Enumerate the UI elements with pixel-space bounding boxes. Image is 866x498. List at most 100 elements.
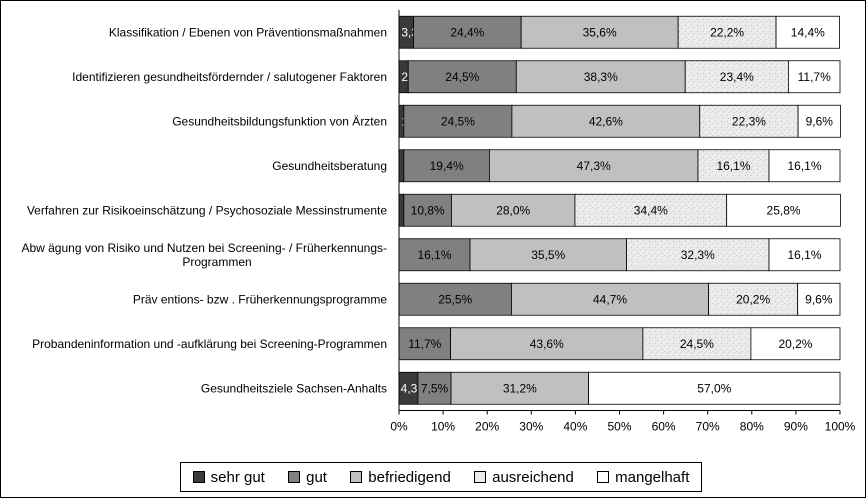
bar-segment-gut xyxy=(403,193,452,227)
data-label-gut: 11,7% xyxy=(408,337,441,351)
data-label-ausreichend: 34,4% xyxy=(634,203,668,217)
legend-label: mangelhaft xyxy=(615,468,690,486)
data-label-mangelhaft: 11,7% xyxy=(798,70,831,84)
category-label: Identifizieren gesundheitsfördernder / s… xyxy=(72,70,387,84)
legend-item-sehr-gut: sehr gut xyxy=(192,468,265,486)
data-label-ausreichend: 23,4% xyxy=(720,70,754,84)
bar-segment-gut xyxy=(398,238,471,272)
data-label-befriedigend: 47,3% xyxy=(577,159,611,173)
data-label-befriedigend: 38,3% xyxy=(584,70,618,84)
data-label-ausreichend: 20,2% xyxy=(736,292,770,306)
x-tick-label: 80% xyxy=(740,420,764,434)
legend-label: befriedigend xyxy=(368,468,451,486)
x-tick-label: 20% xyxy=(475,420,499,434)
data-label-mangelhaft: 9,6% xyxy=(806,114,834,128)
bar-segment-gut xyxy=(403,149,490,183)
data-label-befriedigend: 35,5% xyxy=(531,248,565,262)
category-label: Programmen xyxy=(182,255,251,269)
x-tick-label: 30% xyxy=(519,420,543,434)
data-label-gut: 7,5% xyxy=(421,381,449,395)
bar-segment-mangelhaft xyxy=(788,60,841,94)
x-tick-label: 50% xyxy=(607,420,631,434)
data-label-gut: 16,1% xyxy=(417,248,451,262)
bar-segment-mangelhaft xyxy=(768,238,841,272)
x-tick-label: 100% xyxy=(825,420,856,434)
data-label-gut: 24,4% xyxy=(450,25,484,39)
legend-swatch xyxy=(597,471,610,483)
bar-segment-ausreichend xyxy=(642,327,752,361)
data-label-mangelhaft: 16,1% xyxy=(787,248,821,262)
bar-segment-mangelhaft xyxy=(750,327,841,361)
data-label-gut: 10,8% xyxy=(411,203,445,217)
data-label-ausreichend: 16,1% xyxy=(716,159,750,173)
bar-segment-mangelhaft xyxy=(768,149,841,183)
data-label-ausreichend: 22,3% xyxy=(732,114,766,128)
bar-segment-ausreichend xyxy=(626,238,770,272)
legend-item-ausreichend: ausreichend xyxy=(474,469,574,486)
bar-segment-mangelhaft xyxy=(775,15,840,49)
legend-item-mangelhaft: mangelhaft xyxy=(597,469,689,486)
data-label-befriedigend: 28,0% xyxy=(496,203,530,217)
bar-segment-gut xyxy=(403,104,513,138)
bar-segment-befriedigend xyxy=(469,238,627,272)
category-label: Klassifikation / Ebenen von Präventionsm… xyxy=(109,25,387,39)
legend-swatch xyxy=(192,471,205,483)
category-label: Probandeninformation und -aufklärung bei… xyxy=(32,337,387,351)
bar-segment-befriedigend xyxy=(515,60,686,94)
legend: sehr gut gut befriedigend ausreichend mangel… xyxy=(180,462,702,492)
bars-layer: 3,3%24,4%35,6%22,2%14,4%2,1%24,5%38,3%23… xyxy=(398,15,841,405)
bar-segment-gut xyxy=(417,371,452,405)
category-label: Abw ägung von Risiko und Nutzen bei Scre… xyxy=(21,241,387,255)
bar-segment-befriedigend xyxy=(450,327,644,361)
data-label-befriedigend: 44,7% xyxy=(593,292,627,306)
bar-segment-befriedigend xyxy=(511,282,709,316)
bar-segment-befriedigend xyxy=(489,149,699,183)
legend-label: sehr gut xyxy=(210,468,265,486)
data-label-sehr-gut: 4,3 xyxy=(401,381,418,395)
legend-item-befriedigend: befriedigend xyxy=(350,469,451,486)
category-label: Verfahren zur Risikoeinschätzung / Psych… xyxy=(27,203,387,217)
data-label-befriedigend: 35,6% xyxy=(583,25,617,39)
data-label-mangelhaft: 14,4% xyxy=(791,25,825,39)
data-label-befriedigend: 42,6% xyxy=(589,114,623,128)
data-label-mangelhaft: 20,2% xyxy=(778,337,812,351)
bar-segment-sehr-gut xyxy=(398,149,405,183)
x-tick-label: 10% xyxy=(431,420,455,434)
bar-segment-mangelhaft xyxy=(797,104,841,138)
bar-segment-ausreichend xyxy=(708,282,799,316)
data-label-befriedigend: 31,2% xyxy=(503,381,537,395)
category-label: Gesundheitsbildungsfunktion von Ärzten xyxy=(172,114,387,128)
bar-segment-sehr-gut xyxy=(398,193,405,227)
x-tick-label: 60% xyxy=(652,420,676,434)
category-label: Gesundheitsberatung xyxy=(272,159,387,173)
data-label-gut: 19,4% xyxy=(430,159,464,173)
bar-segment-ausreichend xyxy=(677,15,777,49)
data-label-mangelhaft: 16,1% xyxy=(787,159,821,173)
x-tick-label: 90% xyxy=(784,420,808,434)
x-tick-label: 0% xyxy=(390,420,408,434)
bar-segment-ausreichend xyxy=(697,149,770,183)
data-label-ausreichend: 22,2% xyxy=(710,25,744,39)
data-label-gut: 24,5% xyxy=(441,114,475,128)
data-label-ausreichend: 32,3% xyxy=(681,248,715,262)
bar-segment-ausreichend xyxy=(699,104,799,138)
legend-swatch xyxy=(474,471,487,483)
category-labels: Klassifikation / Ebenen von Präventionsm… xyxy=(21,25,387,395)
legend-swatch xyxy=(288,471,301,483)
bar-segment-mangelhaft xyxy=(726,193,841,227)
data-label-gut: 24,5% xyxy=(445,70,479,84)
x-axis: 0% 10% 20% 30% 40% 50% 60% 70% 80% 90% 100% xyxy=(390,10,856,434)
x-tick-label: 70% xyxy=(696,420,720,434)
x-tick-label: 40% xyxy=(563,420,587,434)
data-label-ausreichend: 24,5% xyxy=(680,337,714,351)
legend-label: ausreichend xyxy=(492,468,574,486)
bar-segment-mangelhaft xyxy=(797,282,841,316)
data-label-mangelhaft: 9,6% xyxy=(805,292,833,306)
data-label-mangelhaft: 57,0% xyxy=(697,381,731,395)
category-label: Präv entions- bzw . Früherkennungsprogra… xyxy=(133,292,387,306)
legend-item-gut: gut xyxy=(288,469,327,486)
bar-segment-befriedigend xyxy=(451,193,576,227)
data-label-gut: 25,5% xyxy=(438,292,472,306)
bar-segment-befriedigend xyxy=(520,15,679,49)
